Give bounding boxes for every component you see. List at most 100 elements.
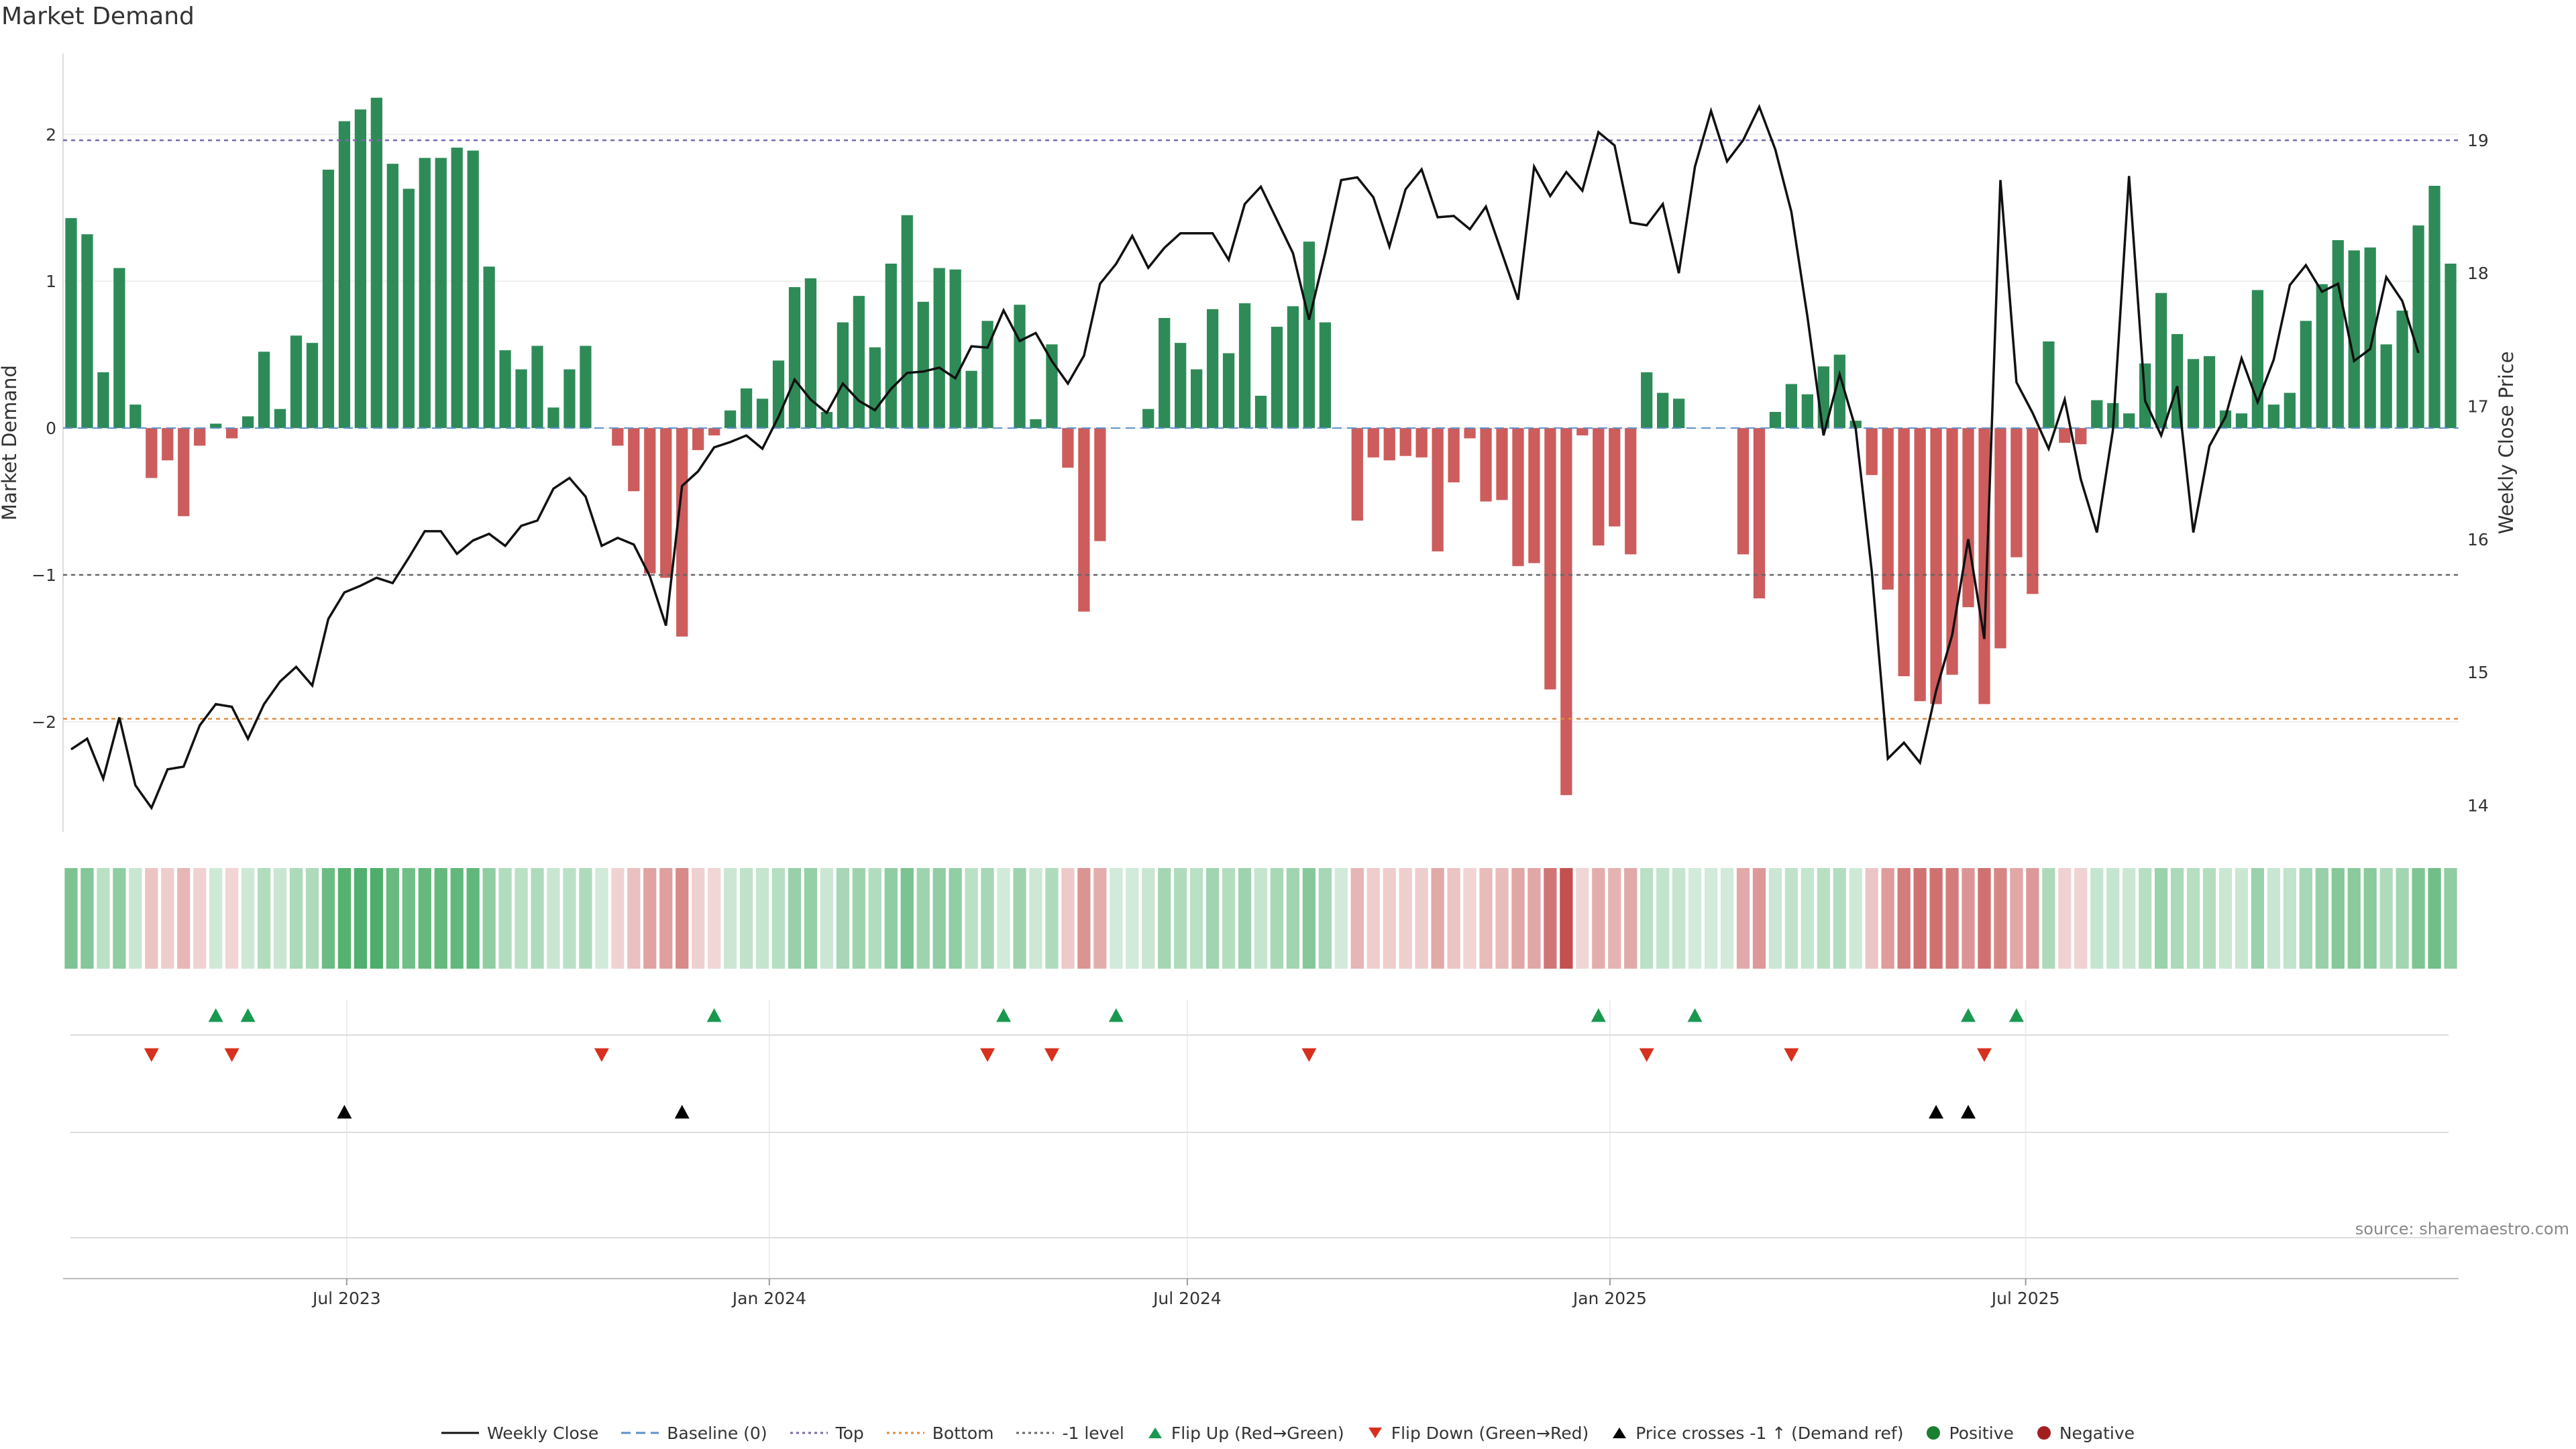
heat-cell — [643, 868, 657, 969]
heat-cell — [2139, 868, 2152, 969]
heat-cell — [2412, 868, 2425, 969]
flip-down-marker — [1784, 1048, 1799, 1062]
heat-cell — [482, 868, 496, 969]
demand-bar — [97, 372, 109, 429]
legend-label: Price crosses -1 ↑ (Demand ref) — [1635, 1423, 1904, 1443]
heat-cell — [2123, 868, 2136, 969]
heat-cell — [2042, 868, 2055, 969]
heat-cell — [1527, 868, 1541, 969]
heat-cell — [997, 868, 1010, 969]
demand-bar — [1882, 428, 1894, 590]
heat-cell — [1318, 868, 1332, 969]
demand-bar — [419, 158, 431, 429]
flip-down-marker — [144, 1048, 159, 1062]
demand-bar — [1367, 428, 1379, 458]
demand-bar — [1994, 428, 2006, 649]
heat-cell — [1495, 868, 1509, 969]
demand-bar — [386, 164, 398, 429]
heat-cell — [820, 868, 834, 969]
heat-cell — [531, 868, 544, 969]
y2-tick-label: 19 — [2467, 131, 2489, 150]
demand-bar — [1238, 303, 1251, 429]
heat-cell — [2251, 868, 2265, 969]
legend-item-top: Top — [790, 1424, 864, 1443]
demand-bar — [2284, 392, 2296, 429]
demand-bar — [1930, 428, 1942, 704]
demand-bar — [2396, 311, 2408, 429]
heat-cell — [2026, 868, 2039, 969]
demand-bar — [2412, 225, 2424, 429]
demand-bar — [1753, 428, 1766, 598]
heat-cell — [1945, 868, 1959, 969]
heat-cell — [788, 868, 802, 969]
demand-bar — [2187, 359, 2200, 429]
x-tick-label: Jul 2023 — [311, 1289, 381, 1308]
demand-bar — [1399, 428, 1411, 456]
heat-cell — [1383, 868, 1396, 969]
legend-item-flip-down: Flip Down (Green→Red) — [1367, 1424, 1589, 1443]
legend-label: Negative — [2059, 1423, 2135, 1443]
demand-bar — [2300, 321, 2312, 429]
heat-cell — [1238, 868, 1252, 969]
demand-bar — [2251, 290, 2264, 429]
heat-cell — [1447, 868, 1460, 969]
heat-cell — [2363, 868, 2377, 969]
heat-cell — [1334, 868, 1348, 969]
weekly-close-line — [70, 103, 2420, 810]
demand-bar — [81, 234, 93, 429]
heat-cell — [739, 868, 753, 969]
flip-down-marker — [1301, 1048, 1317, 1062]
heat-cell — [627, 868, 641, 969]
demand-bar — [402, 189, 415, 429]
heat-cell — [515, 868, 528, 969]
demand-bar — [162, 428, 174, 461]
demand-bar — [2267, 405, 2280, 429]
legend-item-positive: Positive — [1926, 1424, 2014, 1443]
y-tick-label: −2 — [32, 712, 56, 732]
heat-cell — [755, 868, 769, 969]
legend-item-bottom: Bottom — [886, 1424, 994, 1443]
demand-bar — [949, 269, 961, 429]
demand-bar — [612, 428, 624, 446]
demand-bar — [1062, 428, 1074, 468]
heat-cell — [1962, 868, 1975, 969]
heat-cell — [321, 868, 335, 969]
y2-tick-label: 16 — [2467, 530, 2489, 549]
demand-bar — [676, 428, 688, 637]
demand-bar — [820, 412, 833, 429]
heat-cell — [450, 868, 464, 969]
demand-bar — [660, 428, 672, 578]
demand-bar — [435, 158, 447, 429]
heat-cell — [1013, 868, 1026, 969]
demand-bar — [194, 428, 206, 446]
demand-bar — [901, 215, 913, 429]
flip-up-marker — [1108, 1008, 1124, 1022]
heat-cell — [1205, 868, 1220, 969]
heat-cell — [1688, 868, 1702, 969]
heat-cell — [932, 868, 946, 969]
heat-cell — [595, 868, 608, 969]
heat-cell — [1254, 868, 1268, 969]
demand-bar — [1014, 305, 1026, 429]
demand-bar — [2027, 428, 2039, 594]
heat-cell — [354, 868, 368, 969]
demand-bar — [1287, 306, 1299, 429]
heat-cell — [692, 868, 705, 969]
demand-bar — [1737, 428, 1750, 555]
flip-up-marker — [1591, 1008, 1606, 1022]
demand-bar — [2332, 239, 2344, 429]
heat-cell — [64, 868, 78, 969]
legend-item-flip-up: Flip Up (Red→Green) — [1147, 1424, 1344, 1443]
heat-cell — [1544, 868, 1557, 969]
legend-item-baseline: Baseline (0) — [621, 1424, 767, 1443]
heat-cell — [611, 868, 625, 969]
heat-cell — [1560, 868, 1573, 969]
heat-cell — [2315, 868, 2328, 969]
heat-cell — [2235, 868, 2249, 969]
heat-cell — [1865, 868, 1878, 969]
demand-bar — [2428, 185, 2440, 429]
demand-bar — [499, 350, 511, 429]
y-axis-label: Market Demand — [0, 365, 21, 521]
heat-cell — [2186, 868, 2200, 969]
heat-cell — [916, 868, 930, 969]
